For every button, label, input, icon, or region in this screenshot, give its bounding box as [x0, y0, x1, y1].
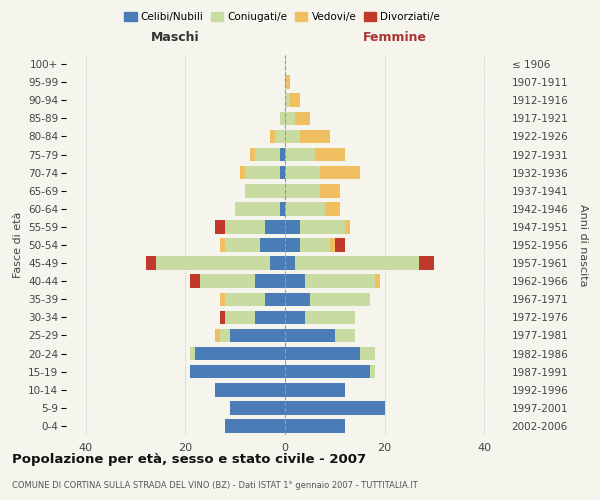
Bar: [230, 328, 285, 342]
Text: Femmine: Femmine: [362, 31, 427, 44]
Bar: [335, 328, 355, 342]
Bar: [285, 94, 290, 107]
Bar: [280, 148, 285, 162]
Bar: [285, 130, 300, 143]
Bar: [419, 256, 434, 270]
Bar: [275, 130, 285, 143]
Bar: [240, 166, 245, 179]
Bar: [285, 401, 385, 414]
Bar: [305, 274, 374, 288]
Bar: [374, 274, 380, 288]
Bar: [265, 292, 285, 306]
Bar: [225, 292, 265, 306]
Bar: [285, 365, 370, 378]
Bar: [295, 256, 419, 270]
Bar: [215, 328, 220, 342]
Bar: [280, 202, 285, 215]
Bar: [320, 184, 340, 198]
Bar: [235, 202, 280, 215]
Bar: [300, 238, 330, 252]
Bar: [285, 292, 310, 306]
Bar: [285, 238, 300, 252]
Bar: [285, 148, 315, 162]
Bar: [265, 220, 285, 234]
Bar: [285, 383, 345, 396]
Bar: [345, 220, 350, 234]
Bar: [225, 220, 265, 234]
Bar: [285, 202, 325, 215]
Bar: [285, 419, 345, 432]
Bar: [280, 166, 285, 179]
Bar: [285, 347, 359, 360]
Bar: [310, 292, 370, 306]
Bar: [305, 310, 355, 324]
Bar: [315, 148, 345, 162]
Bar: [285, 256, 295, 270]
Bar: [330, 238, 335, 252]
Bar: [285, 112, 295, 125]
Bar: [300, 220, 345, 234]
Text: Popolazione per età, sesso e stato civile - 2007: Popolazione per età, sesso e stato civil…: [12, 452, 366, 466]
Bar: [270, 130, 275, 143]
Bar: [335, 238, 345, 252]
Bar: [245, 184, 285, 198]
Bar: [225, 419, 285, 432]
Bar: [280, 112, 285, 125]
Bar: [295, 112, 310, 125]
Bar: [285, 310, 305, 324]
Bar: [255, 310, 285, 324]
Bar: [320, 166, 359, 179]
Bar: [146, 256, 155, 270]
Y-axis label: Anni di nascita: Anni di nascita: [578, 204, 588, 286]
Bar: [190, 365, 285, 378]
Y-axis label: Fasce di età: Fasce di età: [13, 212, 23, 278]
Bar: [250, 148, 255, 162]
Bar: [220, 238, 225, 252]
Bar: [325, 202, 340, 215]
Bar: [196, 347, 285, 360]
Bar: [215, 383, 285, 396]
Bar: [260, 238, 285, 252]
Bar: [190, 274, 200, 288]
Text: Maschi: Maschi: [151, 31, 200, 44]
Bar: [300, 130, 330, 143]
Bar: [230, 401, 285, 414]
Bar: [220, 310, 225, 324]
Bar: [270, 256, 285, 270]
Bar: [225, 310, 255, 324]
Bar: [255, 148, 280, 162]
Legend: Celibi/Nubili, Coniugati/e, Vedovi/e, Divorziati/e: Celibi/Nubili, Coniugati/e, Vedovi/e, Di…: [120, 8, 444, 26]
Bar: [285, 166, 320, 179]
Bar: [285, 184, 320, 198]
Bar: [200, 274, 255, 288]
Bar: [225, 238, 260, 252]
Bar: [190, 347, 196, 360]
Bar: [220, 292, 225, 306]
Bar: [285, 76, 290, 89]
Bar: [370, 365, 374, 378]
Bar: [255, 274, 285, 288]
Bar: [290, 94, 300, 107]
Bar: [245, 166, 280, 179]
Bar: [285, 328, 335, 342]
Bar: [220, 328, 230, 342]
Bar: [359, 347, 374, 360]
Bar: [285, 274, 305, 288]
Bar: [155, 256, 270, 270]
Text: COMUNE DI CORTINA SULLA STRADA DEL VINO (BZ) - Dati ISTAT 1° gennaio 2007 - TUTT: COMUNE DI CORTINA SULLA STRADA DEL VINO …: [12, 480, 418, 490]
Bar: [215, 220, 225, 234]
Bar: [285, 220, 300, 234]
